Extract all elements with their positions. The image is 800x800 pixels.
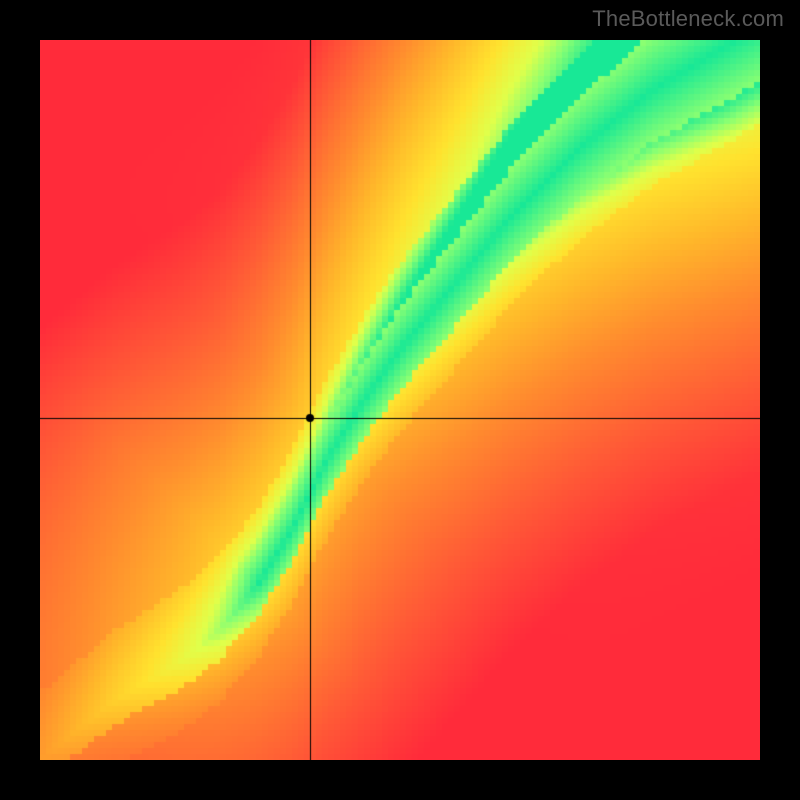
chart-container: TheBottleneck.com [0,0,800,800]
heatmap-canvas [40,40,760,760]
watermark-text: TheBottleneck.com [592,6,784,32]
plot-area [40,40,760,760]
